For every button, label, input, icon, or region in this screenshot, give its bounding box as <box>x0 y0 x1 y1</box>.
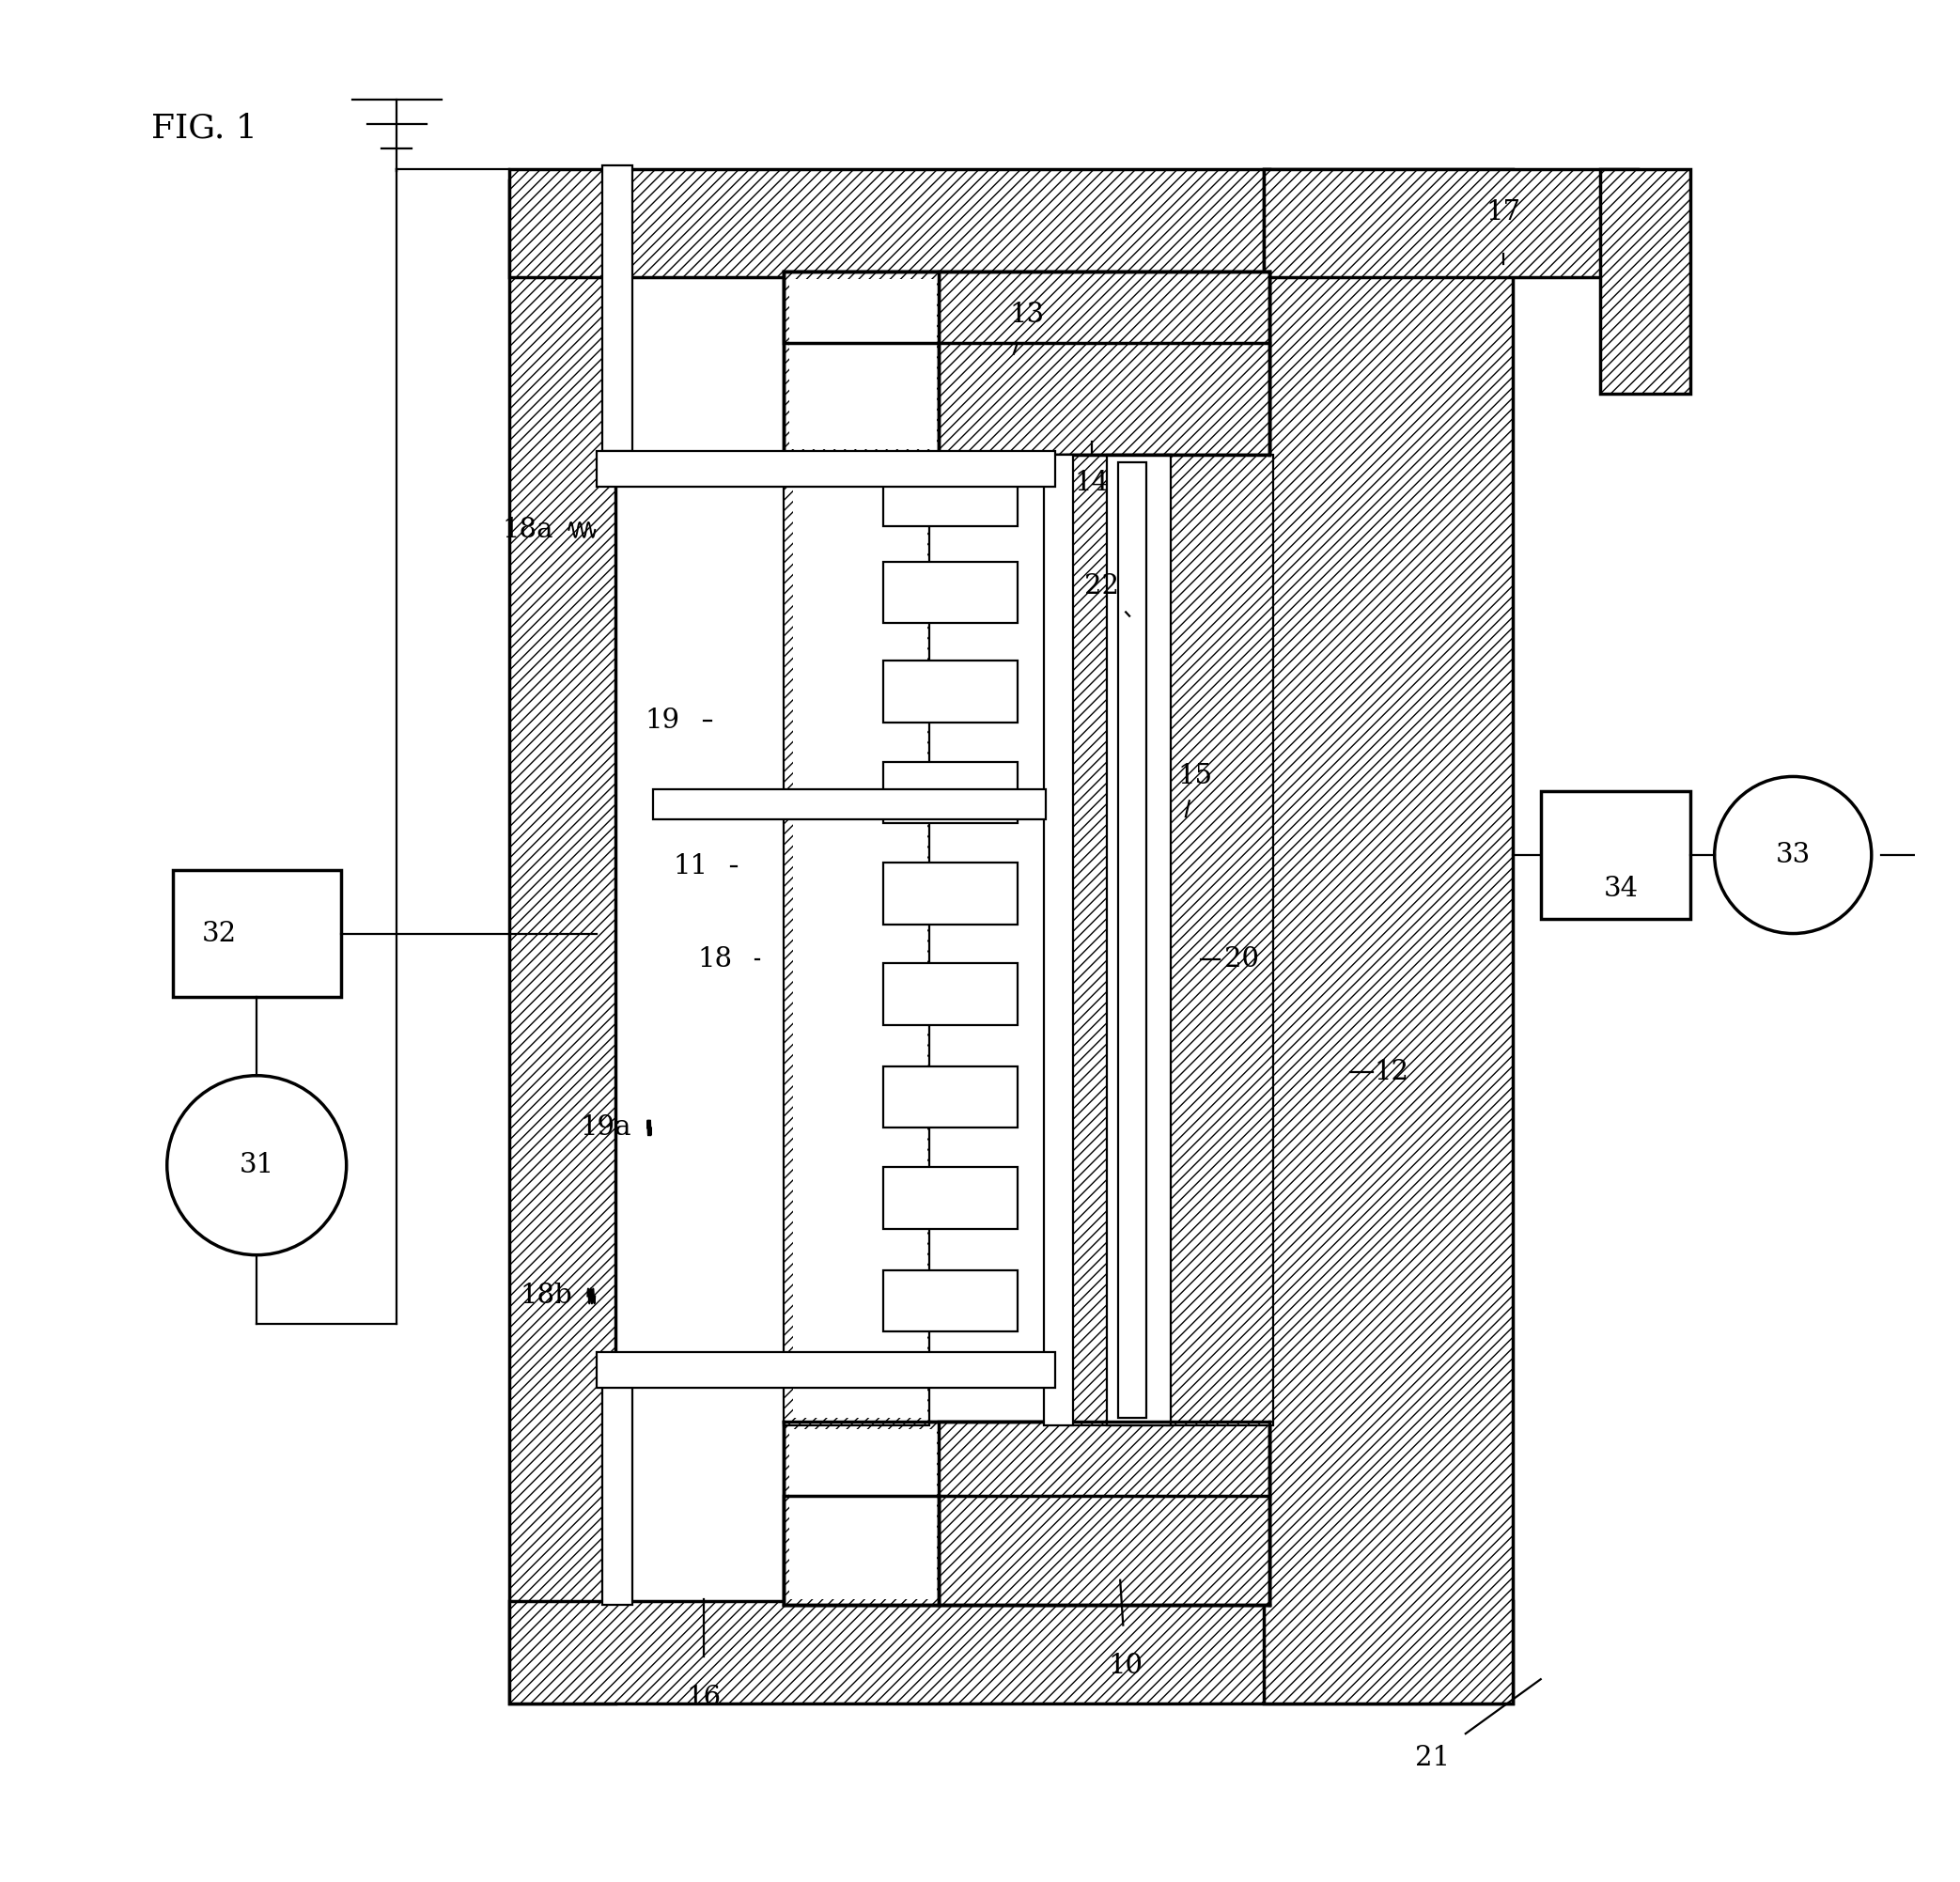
Bar <box>882 964 1017 1026</box>
Bar <box>794 463 927 1417</box>
Bar <box>784 1421 1270 1605</box>
Bar <box>882 762 1017 822</box>
Text: FIG. 1: FIG. 1 <box>151 113 257 145</box>
Text: 22: 22 <box>1084 572 1119 598</box>
Bar <box>882 661 1017 723</box>
Bar <box>939 271 1270 455</box>
Bar <box>784 1496 939 1605</box>
Bar <box>1264 169 1513 1703</box>
Text: 14: 14 <box>1074 470 1109 497</box>
Text: 18b: 18b <box>519 1284 572 1310</box>
Bar <box>602 166 633 452</box>
Text: 19a: 19a <box>580 1114 631 1140</box>
Bar <box>790 1428 935 1600</box>
Bar <box>1068 455 1170 1425</box>
Text: 11: 11 <box>672 853 708 879</box>
Text: 18: 18 <box>698 947 731 973</box>
Bar <box>1541 792 1690 918</box>
Text: 18a: 18a <box>502 518 553 544</box>
Bar <box>1107 455 1170 1425</box>
Bar <box>939 1421 1270 1605</box>
Bar <box>598 1351 1054 1387</box>
Bar <box>882 862 1017 924</box>
Text: 31: 31 <box>239 1152 274 1178</box>
Bar <box>1601 169 1690 393</box>
Bar <box>792 279 937 450</box>
Text: 21: 21 <box>1415 1745 1450 1771</box>
Bar <box>784 455 929 1425</box>
Bar <box>792 1428 937 1600</box>
Bar <box>882 1270 1017 1332</box>
Text: 16: 16 <box>686 1684 721 1711</box>
Bar <box>1043 455 1074 1425</box>
Bar <box>172 869 341 997</box>
Circle shape <box>167 1077 347 1255</box>
Text: 17: 17 <box>1486 199 1521 226</box>
Bar <box>882 465 1017 527</box>
Text: 19: 19 <box>645 708 680 734</box>
Text: 32: 32 <box>202 920 237 947</box>
Bar <box>784 271 1270 455</box>
Bar <box>510 169 1270 277</box>
Text: 20: 20 <box>1225 947 1258 973</box>
Text: 10: 10 <box>1109 1652 1143 1679</box>
Bar <box>882 1167 1017 1229</box>
Bar <box>790 279 935 450</box>
Bar <box>882 561 1017 623</box>
Text: 15: 15 <box>1178 764 1213 790</box>
Bar <box>1264 169 1639 277</box>
Text: 13: 13 <box>1009 301 1045 327</box>
Text: 33: 33 <box>1776 841 1811 868</box>
Bar <box>510 181 615 1703</box>
Bar <box>882 1067 1017 1127</box>
Bar <box>1166 455 1274 1425</box>
Circle shape <box>1715 777 1872 933</box>
Text: 34: 34 <box>1603 875 1639 901</box>
Bar <box>653 790 1045 819</box>
Bar <box>510 1602 1513 1703</box>
Bar <box>598 452 1054 487</box>
Bar <box>784 271 939 343</box>
Bar <box>1119 463 1147 1417</box>
Text: 12: 12 <box>1374 1060 1409 1086</box>
Bar <box>602 1383 633 1605</box>
